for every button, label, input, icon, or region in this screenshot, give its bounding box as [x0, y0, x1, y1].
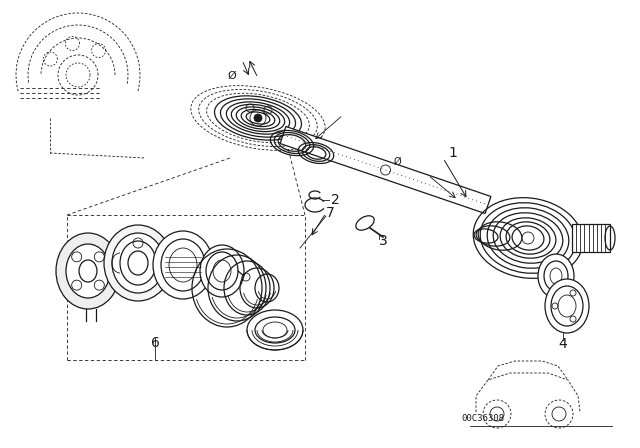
Text: 4: 4 — [559, 337, 568, 351]
Ellipse shape — [56, 233, 120, 309]
Ellipse shape — [66, 244, 110, 298]
Text: 5: 5 — [548, 301, 556, 315]
Polygon shape — [280, 126, 491, 214]
Text: Ø: Ø — [228, 71, 236, 81]
Text: Ø: Ø — [394, 157, 401, 167]
Ellipse shape — [538, 254, 574, 298]
Text: 7: 7 — [326, 206, 335, 220]
Text: 00C36308: 00C36308 — [461, 414, 505, 423]
Ellipse shape — [112, 233, 164, 293]
Text: 6: 6 — [150, 336, 159, 350]
Ellipse shape — [200, 245, 244, 297]
Ellipse shape — [247, 310, 303, 350]
Ellipse shape — [545, 279, 589, 333]
Ellipse shape — [153, 231, 213, 299]
Text: 1: 1 — [448, 146, 457, 160]
Ellipse shape — [104, 225, 172, 301]
Bar — [572, 224, 610, 252]
Text: 3: 3 — [379, 234, 388, 248]
Text: 2: 2 — [331, 193, 340, 207]
Circle shape — [254, 114, 262, 122]
